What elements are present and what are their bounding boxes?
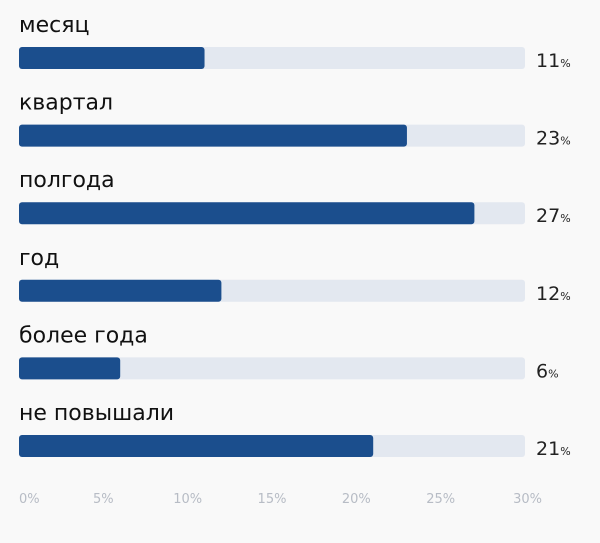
- value-unit: %: [560, 212, 570, 225]
- value-unit: %: [560, 290, 570, 303]
- bar-row: год 12%: [19, 246, 571, 305]
- bar: [19, 202, 475, 225]
- x-tick-label: 5%: [93, 492, 114, 507]
- bar: [19, 279, 222, 302]
- category-label: полгода: [19, 168, 115, 193]
- value-unit: %: [560, 445, 570, 458]
- value-number: 21: [536, 438, 560, 460]
- category-label: год: [19, 246, 59, 271]
- value-label: 12%: [536, 283, 571, 305]
- category-label: квартал: [19, 91, 113, 116]
- value-number: 6: [536, 360, 548, 382]
- x-tick-label: 30%: [513, 492, 542, 507]
- value-unit: %: [548, 367, 558, 380]
- bar: [19, 124, 407, 147]
- value-number: 11: [536, 50, 560, 72]
- value-label: 6%: [536, 360, 559, 382]
- value-number: 23: [536, 128, 560, 150]
- value-label: 23%: [536, 128, 571, 150]
- x-tick-label: 25%: [426, 492, 455, 507]
- value-unit: %: [560, 135, 570, 148]
- bar-track: [19, 357, 525, 380]
- x-tick-label: 10%: [173, 492, 202, 507]
- category-label: месяц: [19, 13, 89, 38]
- category-label: более года: [19, 323, 148, 348]
- bar-row: месяц 11%: [19, 13, 571, 72]
- value-unit: %: [560, 57, 570, 70]
- bar: [19, 47, 205, 69]
- x-tick-label: 20%: [342, 492, 371, 507]
- value-label: 21%: [536, 438, 571, 460]
- x-tick-label: 15%: [258, 492, 287, 507]
- value-number: 27: [536, 205, 560, 227]
- value-label: 11%: [536, 50, 571, 72]
- x-tick-label: 0%: [19, 492, 40, 507]
- bar: [19, 357, 121, 380]
- bar-row: не повышали 21%: [19, 401, 571, 460]
- bar-row: квартал 23%: [19, 91, 571, 150]
- x-axis: 0% 5% 10% 15% 20% 25% 30%: [19, 492, 542, 507]
- bar: [19, 435, 374, 457]
- value-label: 27%: [536, 205, 571, 227]
- bar-row: более года 6%: [19, 323, 559, 382]
- bar-row: полгода 27%: [19, 168, 571, 227]
- category-label: не повышали: [19, 401, 174, 426]
- value-number: 12: [536, 283, 560, 305]
